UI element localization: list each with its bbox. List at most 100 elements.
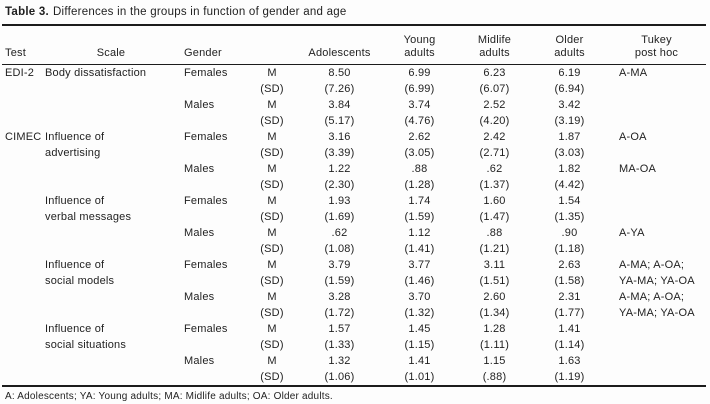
cell-gender — [182, 177, 247, 193]
cell-scale — [40, 113, 182, 129]
cell-ma: 2.42 — [483, 131, 506, 143]
cell-test — [2, 145, 40, 161]
cell-tukey: A-MA — [619, 67, 648, 79]
cell-tukey — [607, 81, 706, 97]
table-row: Males M 1.22 .88 .62 1.82 MA-OA — [2, 161, 706, 177]
cell-scale: social models — [45, 275, 115, 287]
cell-scale — [40, 225, 182, 241]
table-footnote: A: Adolescents; YA: Young adults; MA: Mi… — [5, 391, 333, 402]
cell-tukey — [607, 369, 706, 386]
column-header-ya: Young adults — [382, 25, 457, 65]
cell-ya: 1.45 — [408, 323, 431, 335]
cell-scale — [40, 177, 182, 193]
cell-tukey: MA-OA — [619, 163, 657, 175]
cell-test — [2, 161, 40, 177]
table-row: (SD) (1.08) (1.41) (1.21) (1.18) — [2, 241, 706, 257]
cell-scale: Influence of — [45, 131, 105, 143]
cell-test — [2, 353, 40, 369]
cell-a: (1.33) — [324, 339, 355, 351]
cell-oa: (3.19) — [554, 115, 585, 127]
cell-stat: M — [267, 259, 277, 271]
cell-gender: Males — [184, 163, 215, 175]
cell-ma: .62 — [486, 163, 503, 175]
cell-gender: Females — [184, 131, 228, 143]
cell-ma: (1.11) — [479, 339, 510, 351]
cell-test — [2, 337, 40, 353]
cell-scale — [40, 305, 182, 321]
cell-oa: (1.18) — [554, 243, 585, 255]
cell-a: 1.22 — [328, 163, 351, 175]
cell-scale — [40, 289, 182, 305]
table-row: (SD) (7.26) (6.99) (6.07) (6.94) — [2, 81, 706, 97]
cell-test — [2, 289, 40, 305]
table-row: Influence of Females M 1.57 1.45 1.28 1.41 — [2, 321, 706, 337]
cell-tukey: A-MA; A-OA; — [619, 291, 685, 303]
column-header-a: Adolescents — [297, 25, 382, 65]
column-header-oa: Older adults — [532, 25, 607, 65]
cell-ya: 1.74 — [408, 195, 431, 207]
cell-stat: M — [267, 355, 277, 367]
cell-gender — [182, 209, 247, 225]
cell-test — [2, 305, 40, 321]
cell-oa: (1.77) — [554, 307, 585, 319]
cell-test — [2, 321, 40, 337]
cell-ya: .88 — [411, 163, 428, 175]
cell-ma: (6.07) — [479, 83, 510, 95]
cell-scale: social situations — [45, 339, 127, 351]
cell-gender — [182, 273, 247, 289]
cell-ya: 1.12 — [408, 227, 431, 239]
cell-tukey: YA-MA; YA-OA — [619, 307, 695, 319]
cell-gender: Males — [184, 99, 215, 111]
cell-tukey — [607, 241, 706, 257]
cell-stat: M — [267, 291, 277, 303]
cell-oa: (1.58) — [554, 275, 585, 287]
column-header-scale: Scale — [40, 25, 182, 65]
cell-a: (5.17) — [324, 115, 355, 127]
cell-oa: (1.35) — [554, 211, 585, 223]
cell-stat: (SD) — [260, 83, 284, 95]
cell-oa: 1.87 — [558, 131, 581, 143]
cell-tukey — [607, 193, 706, 209]
column-header-test: Test — [2, 25, 40, 65]
cell-tukey — [607, 353, 706, 369]
cell-gender: Females — [184, 67, 228, 79]
cell-scale: Influence of — [45, 195, 105, 207]
cell-stat: (SD) — [260, 243, 284, 255]
cell-ma: (1.47) — [479, 211, 510, 223]
cell-gender — [182, 241, 247, 257]
results-table: Test Scale Gender Adolescents Young adults Mi… — [2, 24, 706, 387]
cell-oa: (1.14) — [554, 339, 585, 351]
cell-a: .62 — [331, 227, 348, 239]
cell-scale — [40, 353, 182, 369]
cell-scale: verbal messages — [45, 211, 132, 223]
cell-test — [2, 209, 40, 225]
cell-gender: Males — [184, 291, 215, 303]
cell-scale: Influence of — [45, 259, 105, 271]
cell-a: (7.26) — [324, 83, 355, 95]
cell-tukey — [607, 177, 706, 193]
cell-ya: (1.46) — [404, 275, 435, 287]
cell-stat: M — [267, 131, 277, 143]
cell-test: CIMEC — [5, 131, 42, 143]
cell-gender — [182, 145, 247, 161]
cell-gender: Females — [184, 323, 228, 335]
table-row: Males M 1.32 1.41 1.15 1.63 — [2, 353, 706, 369]
cell-stat: (SD) — [260, 115, 284, 127]
cell-gender: Females — [184, 195, 228, 207]
cell-stat: M — [267, 195, 277, 207]
table-number-label: Table 3. — [5, 6, 49, 18]
cell-scale — [40, 97, 182, 113]
cell-ma: 1.15 — [483, 355, 506, 367]
cell-stat: (SD) — [260, 371, 284, 383]
table-row: Influence of Females M 3.79 3.77 3.11 2.63 A-MA… — [2, 257, 706, 273]
cell-ma: (1.21) — [479, 243, 510, 255]
cell-oa: (6.94) — [554, 83, 585, 95]
cell-test — [2, 369, 40, 386]
cell-oa: 1.41 — [558, 323, 581, 335]
table-row: social situations (SD) (1.33) (1.15) (1.11) (… — [2, 337, 706, 353]
cell-gender — [182, 113, 247, 129]
cell-tukey — [607, 97, 706, 113]
cell-a: (1.59) — [324, 275, 355, 287]
cell-ya: 3.70 — [408, 291, 431, 303]
cell-ya: (1.15) — [404, 339, 435, 351]
